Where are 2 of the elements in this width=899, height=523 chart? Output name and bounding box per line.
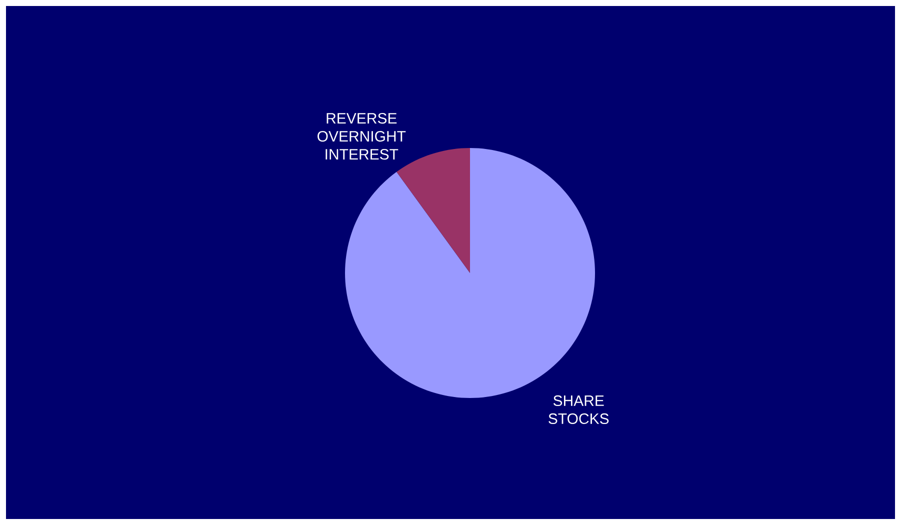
slice-label: SHARE STOCKS <box>548 395 609 424</box>
slice-label: REVERSE OVERNIGHT INTEREST <box>318 112 406 160</box>
